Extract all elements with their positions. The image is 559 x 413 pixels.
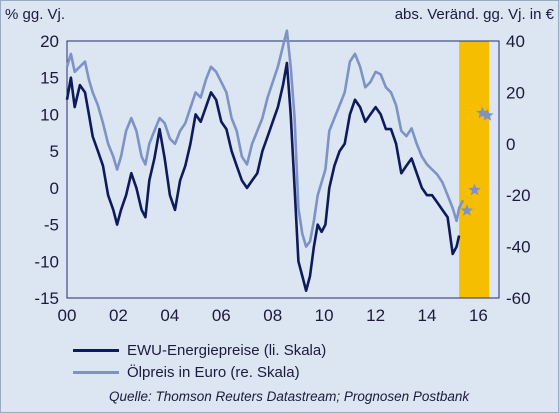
series-line-energy bbox=[65, 61, 461, 293]
x-tick-label: 08 bbox=[263, 306, 282, 325]
left-tick-label: 0 bbox=[50, 179, 59, 198]
forecast-band bbox=[459, 41, 490, 298]
x-tick-label: 02 bbox=[109, 306, 128, 325]
chart-area: 20 15 10 5 0 -5 -10 -15 40 20 0 -20 -40 -60 00 02 04 06 08… bbox=[5, 6, 555, 325]
left-tick-label: 20 bbox=[40, 32, 59, 51]
forecast-star-3 bbox=[476, 106, 489, 119]
legend-swatch-energy bbox=[73, 348, 119, 352]
x-tick-label: 00 bbox=[58, 306, 77, 325]
right-tick-label: -20 bbox=[506, 186, 531, 205]
x-tick-label: 12 bbox=[366, 306, 385, 325]
right-tick-label: 40 bbox=[506, 32, 525, 51]
left-tick-label: -10 bbox=[34, 252, 59, 271]
forecast-star-1 bbox=[460, 204, 473, 216]
left-tick-label: 10 bbox=[40, 105, 59, 124]
left-tick-label: 15 bbox=[40, 69, 59, 88]
x-tick-label: 04 bbox=[160, 306, 179, 325]
legend-item-energy: EWU-Energiepreise (li. Skala) bbox=[73, 339, 326, 361]
x-tick-label: 10 bbox=[315, 306, 334, 325]
forecast-star-4 bbox=[481, 109, 494, 121]
right-axis-title: abs. Veränd. gg. Vj. in € bbox=[395, 6, 555, 23]
right-tick-label: -60 bbox=[506, 289, 531, 308]
right-tick-label: -40 bbox=[506, 238, 531, 257]
left-axis-title: % gg. Vj. bbox=[5, 6, 65, 23]
legend-item-oil: Ölpreis in Euro (re. Skala) bbox=[73, 361, 326, 383]
legend-swatch-oil bbox=[73, 370, 119, 374]
series-layer bbox=[65, 29, 465, 293]
x-tick-label: 06 bbox=[212, 306, 231, 325]
source-note: Quelle: Thomson Reuters Datastream; Prog… bbox=[109, 389, 470, 404]
series-line-oil bbox=[65, 29, 465, 248]
left-tick-label: 5 bbox=[50, 142, 59, 161]
left-tick-label: -5 bbox=[44, 216, 59, 235]
legend-label-energy: EWU-Energiepreise (li. Skala) bbox=[127, 341, 327, 359]
x-tick-label: 14 bbox=[418, 306, 437, 325]
right-tick-label: 20 bbox=[506, 83, 525, 102]
legend-label-oil: Ölpreis in Euro (re. Skala) bbox=[127, 363, 300, 381]
forecast-points bbox=[460, 106, 494, 216]
legend: EWU-Energiepreise (li. Skala) Ölpreis in… bbox=[73, 339, 326, 383]
left-tick-label: -15 bbox=[34, 289, 59, 308]
x-tick-label: 16 bbox=[469, 306, 488, 325]
right-tick-label: 0 bbox=[506, 135, 515, 154]
forecast-star-2 bbox=[468, 183, 481, 196]
tick-labels: 20 15 10 5 0 -5 -10 -15 40 20 0 -20 -40 -60 00 02 04 06 08… bbox=[34, 32, 530, 325]
